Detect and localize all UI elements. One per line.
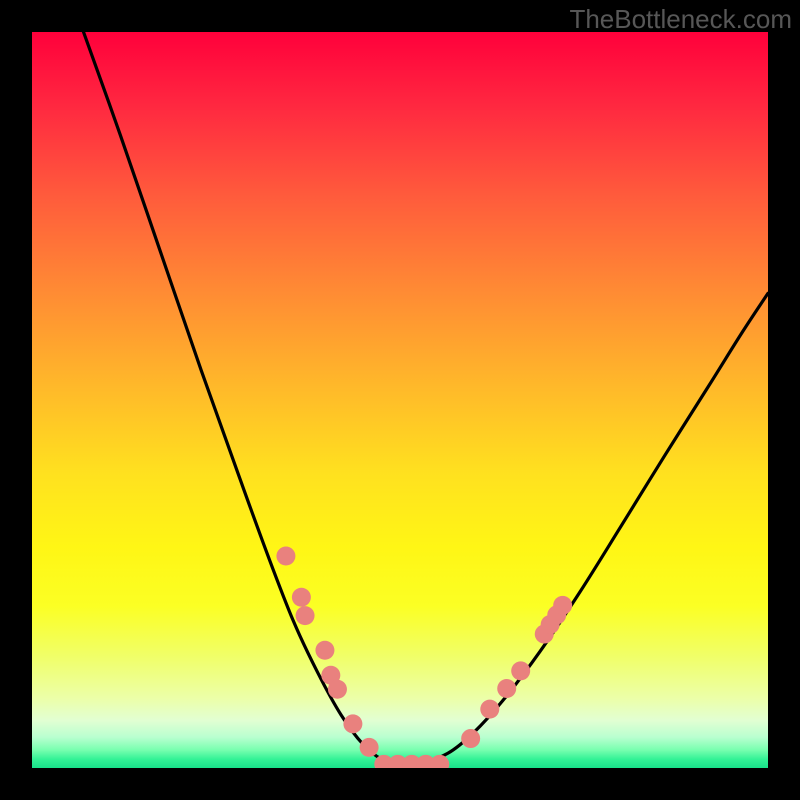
watermark-text: TheBottleneck.com <box>569 4 792 35</box>
marker-dot <box>553 596 572 615</box>
marker-dot <box>511 661 530 680</box>
marker-dot <box>328 680 347 699</box>
marker-dot <box>292 588 311 607</box>
marker-dot <box>315 641 334 660</box>
marker-dot <box>430 755 449 768</box>
marker-dot <box>461 729 480 748</box>
marker-dot <box>296 606 315 625</box>
marker-dot <box>276 547 295 566</box>
marker-dot <box>360 738 379 757</box>
curve-right-branch <box>400 293 768 765</box>
marker-group <box>276 547 572 768</box>
curve-left-branch <box>84 32 400 764</box>
curve-layer <box>32 32 768 768</box>
marker-dot <box>343 714 362 733</box>
plot-area <box>32 32 768 768</box>
marker-dot <box>497 679 516 698</box>
marker-dot <box>480 700 499 719</box>
